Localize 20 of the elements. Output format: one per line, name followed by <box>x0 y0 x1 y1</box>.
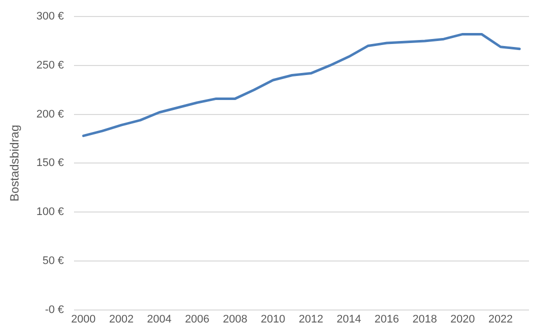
y-tick-label: 50 € <box>42 254 64 267</box>
x-tick-label: 2014 <box>336 313 362 326</box>
y-tick-label: 300 € <box>36 10 64 23</box>
x-tick-label: 2000 <box>71 313 96 326</box>
x-tick-label: 2008 <box>222 313 248 326</box>
x-tick-label: 2020 <box>450 313 475 326</box>
x-tick-label: 2012 <box>298 313 324 326</box>
y-tick-label: -0 € <box>44 304 64 316</box>
y-tick-label: 200 € <box>36 108 64 120</box>
x-tick-label: 2016 <box>374 313 400 326</box>
x-tick-label: 2018 <box>412 313 437 326</box>
y-tick-label: 250 € <box>36 60 64 72</box>
x-tick-label: 2004 <box>147 313 172 326</box>
y-tick-label: 100 € <box>36 206 64 218</box>
y-axis-title: Bostadsbidrag <box>8 124 22 202</box>
x-tick-label: 2022 <box>488 313 513 326</box>
x-tick-label: 2002 <box>109 313 134 326</box>
y-tick-label: 150 € <box>36 157 64 170</box>
x-tick-label: 2006 <box>184 313 210 326</box>
x-tick-label: 2010 <box>260 313 286 326</box>
